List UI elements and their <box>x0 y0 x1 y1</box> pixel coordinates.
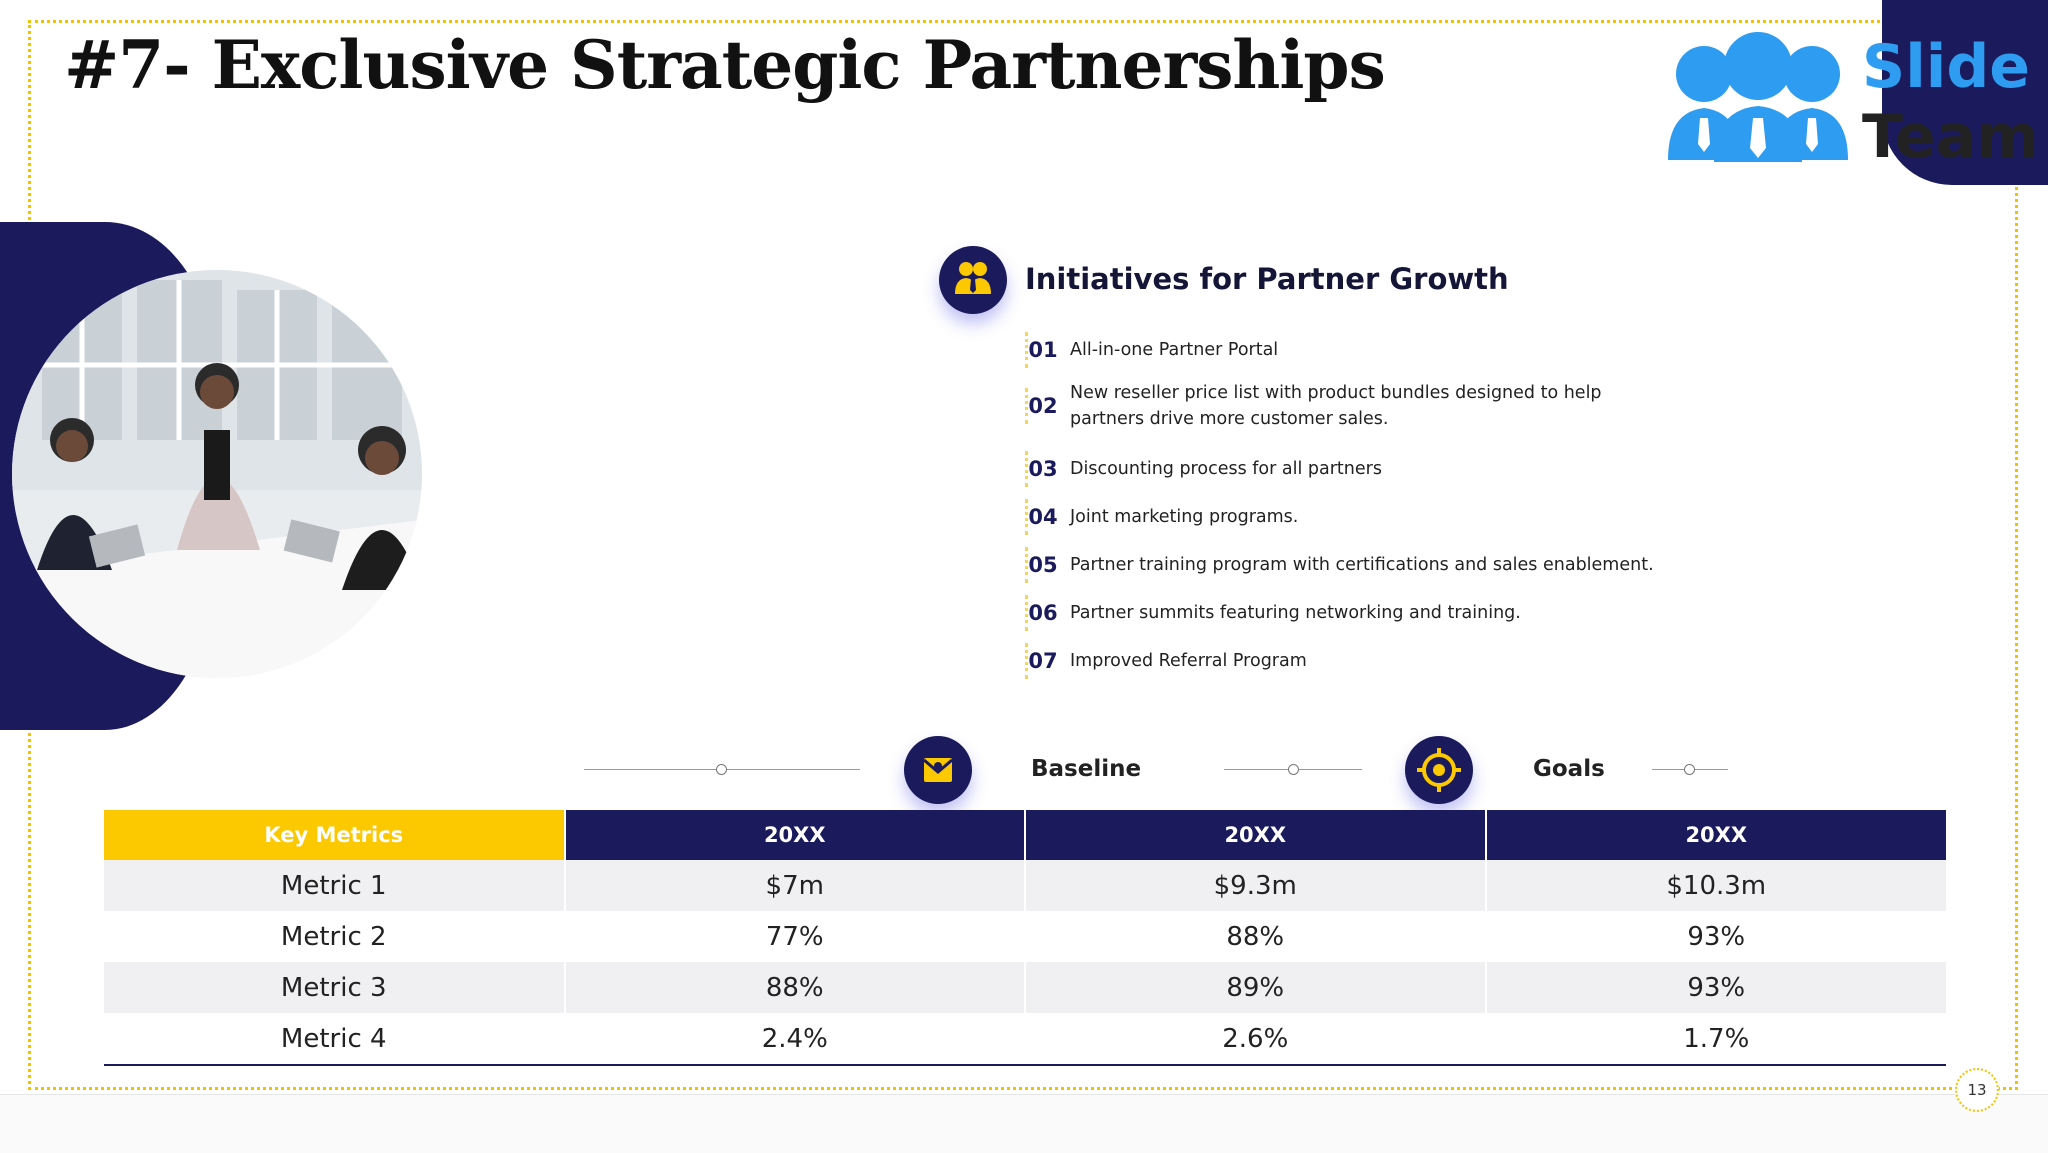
initiative-item: 04 Joint marketing programs. <box>1025 499 1630 535</box>
table-header-cell: 20XX <box>1485 810 1946 860</box>
initiative-item: 03 Discounting process for all partners <box>1025 451 1630 487</box>
table-cell: Metric 4 <box>104 1013 566 1066</box>
envelope-icon <box>904 736 972 804</box>
table-cell: 77% <box>564 911 1026 962</box>
logo-word-team: Team <box>1862 102 2039 172</box>
initiative-text: Improved Referral Program <box>1070 651 1307 671</box>
initiative-number: 01 <box>1025 332 1058 368</box>
table-cell: $7m <box>564 860 1026 911</box>
table-cell: 93% <box>1485 911 1946 962</box>
table-cell: 1.7% <box>1485 1013 1946 1066</box>
table-cell: 2.4% <box>564 1013 1026 1066</box>
office-meeting-image <box>12 270 422 678</box>
table-row: Metric 3 88% 89% 93% <box>104 962 1946 1013</box>
table-row: Metric 1 $7m $9.3m $10.3m <box>104 860 1946 911</box>
table-row: Metric 4 2.4% 2.6% 1.7% <box>104 1013 1946 1066</box>
table-cell: 88% <box>1025 911 1487 962</box>
connector-dot <box>1288 764 1299 775</box>
table-cell: Metric 1 <box>104 860 566 911</box>
initiative-text: Discounting process for all partners <box>1070 459 1382 479</box>
initiative-item: 01 All-in-one Partner Portal <box>1025 332 1630 368</box>
initiative-item: 05 Partner training program with certifi… <box>1025 547 1690 583</box>
target-icon <box>1405 736 1473 804</box>
table-cell: Metric 2 <box>104 911 566 962</box>
initiative-text: Joint marketing programs. <box>1070 507 1299 527</box>
initiative-item: 06 Partner summits featuring networking … <box>1025 595 1630 631</box>
key-metrics-table: Key Metrics 20XX 20XX 20XX Metric 1 $7m … <box>104 810 1946 1066</box>
goals-label: Goals <box>1533 756 1605 782</box>
table-header-cell: Key Metrics <box>104 810 566 860</box>
initiative-number: 05 <box>1025 547 1058 583</box>
table-cell: 2.6% <box>1025 1013 1487 1066</box>
initiative-text: Partner training program with certificat… <box>1070 555 1654 575</box>
initiatives-heading: Initiatives for Partner Growth <box>1025 262 1509 296</box>
connector-dot <box>1684 764 1695 775</box>
logo-people-icon <box>1668 32 1848 162</box>
initiative-text: Partner summits featuring networking and… <box>1070 603 1521 623</box>
initiative-number: 07 <box>1025 643 1058 679</box>
bottom-strip <box>0 1094 2048 1153</box>
slideteam-logo: Slide Team <box>1662 26 2039 172</box>
table-row: Metric 2 77% 88% 93% <box>104 911 1946 962</box>
corner-accent <box>1882 0 2048 185</box>
initiative-number: 04 <box>1025 499 1058 535</box>
page-number-badge: 13 <box>1955 1068 1999 1112</box>
initiative-item: 02 New reseller price list with product … <box>1025 380 1630 432</box>
logo-word-slide: Slide <box>1862 32 2030 102</box>
table-cell: $10.3m <box>1485 860 1946 911</box>
table-header-cell: 20XX <box>1025 810 1487 860</box>
table-cell: 93% <box>1485 962 1946 1013</box>
connector-dot <box>716 764 727 775</box>
initiative-text: All-in-one Partner Portal <box>1070 340 1279 360</box>
team-photo <box>12 270 422 678</box>
table-header-row: Key Metrics 20XX 20XX 20XX <box>104 810 1946 860</box>
initiative-number: 03 <box>1025 451 1058 487</box>
table-cell: 89% <box>1025 962 1487 1013</box>
initiative-number: 02 <box>1025 388 1058 424</box>
table-cell: Metric 3 <box>104 962 566 1013</box>
initiative-item: 07 Improved Referral Program <box>1025 643 1630 679</box>
partners-group-icon <box>939 246 1007 314</box>
baseline-label: Baseline <box>1031 756 1142 782</box>
table-cell: 88% <box>564 962 1026 1013</box>
table-header-cell: 20XX <box>564 810 1026 860</box>
initiative-number: 06 <box>1025 595 1058 631</box>
table-cell: $9.3m <box>1025 860 1487 911</box>
slide-title: #7- Exclusive Strategic Partnerships <box>64 26 1386 104</box>
initiative-text: New reseller price list with product bun… <box>1070 383 1602 429</box>
